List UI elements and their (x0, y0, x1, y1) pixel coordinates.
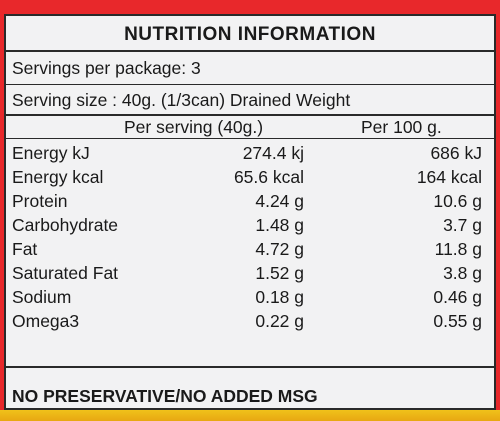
label-title: NUTRITION INFORMATION (124, 24, 376, 45)
per-100g-value: 0.46 g (433, 287, 482, 307)
nutrient-name: Energy kJ (12, 143, 90, 163)
nutrient-row: Carbohydrate 1.48 g 3.7 g (6, 215, 494, 239)
nutrient-row: Sodium 0.18 g 0.46 g (6, 287, 494, 311)
per-100g-value: 3.8 g (443, 263, 482, 283)
package-bottom-strip (0, 410, 500, 421)
per-100g-value: 10.6 g (433, 191, 482, 211)
nutrient-name: Sodium (12, 287, 72, 307)
nutrient-row: Saturated Fat 1.52 g 3.8 g (6, 263, 494, 287)
per-100g-value: 11.8 g (434, 239, 482, 259)
serving-size: Serving size : 40g. (1/3can) Drained Wei… (12, 90, 351, 110)
per-serving-value: 0.22 g (255, 311, 304, 331)
meta-divider-1 (6, 84, 494, 85)
nutrient-name: Carbohydrate (12, 215, 119, 235)
nutrient-row: Protein 4.24 g 10.6 g (6, 191, 494, 215)
nutrient-row: Omega3 0.22 g 0.55 g (6, 311, 494, 335)
nutrition-label: NUTRITION INFORMATION Servings per packa… (4, 14, 496, 410)
per-serving-value: 4.24 g (255, 191, 304, 211)
meta-divider-2 (6, 114, 494, 116)
nutrient-name: Energy kcal (12, 167, 104, 187)
footer-note: NO PRESERVATIVE/NO ADDED MSG (12, 386, 318, 406)
nutrient-name: Omega3 (12, 311, 80, 331)
title-divider (6, 50, 494, 52)
servings-per-package: Servings per package: 3 (12, 58, 201, 78)
per-serving-value: 4.72 g (255, 239, 304, 259)
nutrient-row: Energy kcal 65.6 kcal 164 kcal (6, 167, 494, 191)
per-100g-value: 3.7 g (443, 215, 482, 235)
header-divider (6, 138, 494, 139)
footer-divider (6, 366, 494, 368)
nutrient-name: Saturated Fat (12, 263, 119, 283)
per-serving-value: 274.4 kj (242, 143, 304, 163)
nutrient-row: Fat 4.72 g 11.8 g (6, 239, 494, 263)
nutrient-row: Energy kJ 274.4 kj 686 kJ (6, 143, 494, 167)
per-100g-value: 0.55 g (433, 311, 482, 331)
per-serving-value: 1.52 g (255, 263, 304, 283)
nutrient-name: Protein (12, 191, 68, 211)
per-serving-value: 0.18 g (255, 287, 304, 307)
nutrient-name: Fat (12, 239, 38, 259)
per-serving-value: 65.6 kcal (233, 167, 304, 187)
per-100g-value: 164 kcal (416, 167, 482, 187)
per-100g-value: 686 kJ (430, 143, 482, 163)
per-serving-value: 1.48 g (255, 215, 304, 235)
column-header-per-serving: Per serving (40g.) (124, 117, 264, 137)
column-header-per-100g: Per 100 g. (361, 117, 442, 137)
